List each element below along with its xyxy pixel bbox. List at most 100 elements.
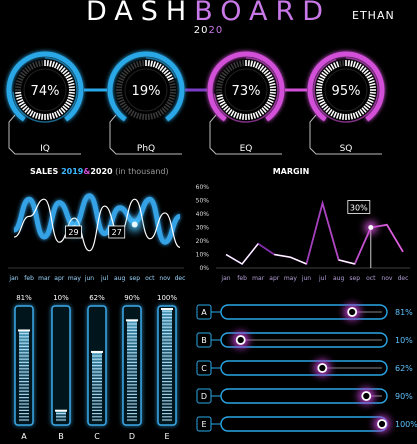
gauge-label: PhQ: [137, 144, 155, 154]
vertical-bar-value: 100%: [157, 294, 177, 302]
gauge-tick: [147, 60, 150, 67]
gauge-tick: [116, 91, 123, 94]
gauge-tick: [152, 112, 157, 119]
margin-y-tick: 40%: [196, 211, 210, 218]
gauge-tick: [238, 113, 242, 120]
gauge-tick: [68, 91, 75, 94]
gauge-tick: [242, 113, 245, 120]
gauge-tick: [29, 63, 34, 70]
gauge-tick: [68, 82, 75, 86]
gauge-tick: [217, 96, 224, 101]
gauge-tick: [62, 105, 68, 111]
vertical-bar-a: 81% A: [14, 294, 34, 441]
slider-value: 81%: [395, 308, 413, 317]
gauge-tick: [259, 108, 265, 115]
gauge-tick: [325, 107, 331, 113]
gauge-tick: [20, 103, 27, 109]
gauge-tick: [41, 60, 44, 67]
gauge-tick: [116, 86, 123, 89]
margin-line-segment: [338, 259, 355, 265]
gauge-tick: [163, 105, 169, 111]
gauge-center: [324, 68, 368, 112]
vertical-bar-label: E: [164, 432, 169, 441]
gauge-tick: [347, 60, 350, 67]
gauge-tick: [266, 101, 273, 106]
vertical-bar-value: 62%: [89, 294, 105, 302]
gauge-progress-arc: [145, 57, 177, 79]
vertical-bar-d: 90% D: [122, 294, 142, 441]
gauge-tick: [116, 82, 123, 86]
gauge-tick: [261, 107, 267, 113]
gauge-tick: [67, 79, 74, 84]
title-part-board: BOARD: [194, 0, 332, 27]
gauge-tick: [29, 110, 34, 117]
gauge-tick: [16, 79, 23, 84]
gauge-tick: [22, 105, 28, 111]
gauge-tick: [257, 63, 262, 70]
gauge-label-bracket: [8, 114, 81, 155]
gauge-tick: [218, 77, 225, 81]
gauge-tick: [54, 62, 58, 69]
gauge-tick: [330, 110, 335, 117]
gauge-tick: [227, 108, 233, 115]
vertical-bar-frame: [51, 305, 71, 426]
gauge-tick: [323, 69, 329, 75]
gauge-tick: [250, 113, 254, 120]
slider-a: A 81%: [196, 304, 413, 320]
gauge-tick: [118, 99, 125, 103]
gauge-tick: [352, 112, 357, 119]
gauge-tick: [333, 62, 337, 69]
gauge-tick: [347, 113, 350, 120]
gauge-tick: [138, 60, 142, 67]
gauge-eq: 73% EQ: [207, 51, 285, 155]
sales-callout-box: [65, 225, 82, 239]
margin-x-tick: dec: [398, 275, 409, 282]
gauge-tick: [233, 111, 237, 118]
margin-chart: 0%10%20%30%40%50%60%30%jan feb mar apr may ju…: [196, 184, 410, 282]
gauge-tick: [15, 86, 22, 89]
gauge-tick: [147, 113, 150, 120]
gauge-tick: [223, 69, 229, 75]
slider-c: C 62%: [196, 360, 413, 376]
margin-y-tick: 60%: [196, 184, 210, 191]
margin-highlight-point: [368, 225, 374, 230]
gauge-tick: [164, 103, 171, 109]
sliders: A 81% B 10% C 62% D 90% E 100%: [196, 304, 417, 432]
gauge-tick: [15, 82, 22, 86]
gauge-tick: [157, 110, 162, 117]
slider-value: 100%: [395, 420, 417, 429]
gauge-tick: [357, 63, 362, 70]
margin-x-tick: jul: [318, 275, 326, 282]
gauge-tick: [24, 107, 30, 113]
vertical-bar-value: 90%: [124, 294, 140, 302]
gauge-tick: [117, 96, 124, 101]
gauge-value: 95%: [332, 84, 361, 99]
sales-x-tick: apr: [54, 275, 64, 282]
gauge-tick: [335, 61, 340, 68]
gauge-tick: [367, 99, 374, 103]
margin-x-tick: nov: [381, 275, 392, 282]
gauge-tick: [363, 105, 369, 111]
gauge-tick: [316, 86, 323, 89]
gauge-tick: [218, 99, 225, 103]
gauge-tick: [355, 111, 359, 118]
gauge-tick: [269, 94, 276, 98]
vertical-bar-fill: [19, 330, 29, 422]
gauge-tick: [17, 99, 24, 103]
gauge-label: IQ: [40, 144, 50, 154]
gauge-tick: [168, 79, 175, 84]
gauge-tick: [142, 113, 145, 120]
gauge-tick: [49, 113, 53, 120]
gauge-tick: [34, 112, 39, 119]
vertical-bar-label: A: [21, 432, 27, 441]
gauge-tick: [133, 62, 137, 69]
gauge-tick: [266, 74, 273, 79]
gauge-tick: [169, 82, 176, 86]
sales-line-2020: [13, 198, 181, 252]
vertical-bar-fill: [92, 351, 102, 422]
gauge-tick: [269, 91, 276, 94]
gauge-value: 74%: [31, 84, 60, 99]
gauge-tick: [123, 105, 129, 111]
gauge-tick: [63, 71, 70, 77]
margin-line: [225, 199, 404, 266]
